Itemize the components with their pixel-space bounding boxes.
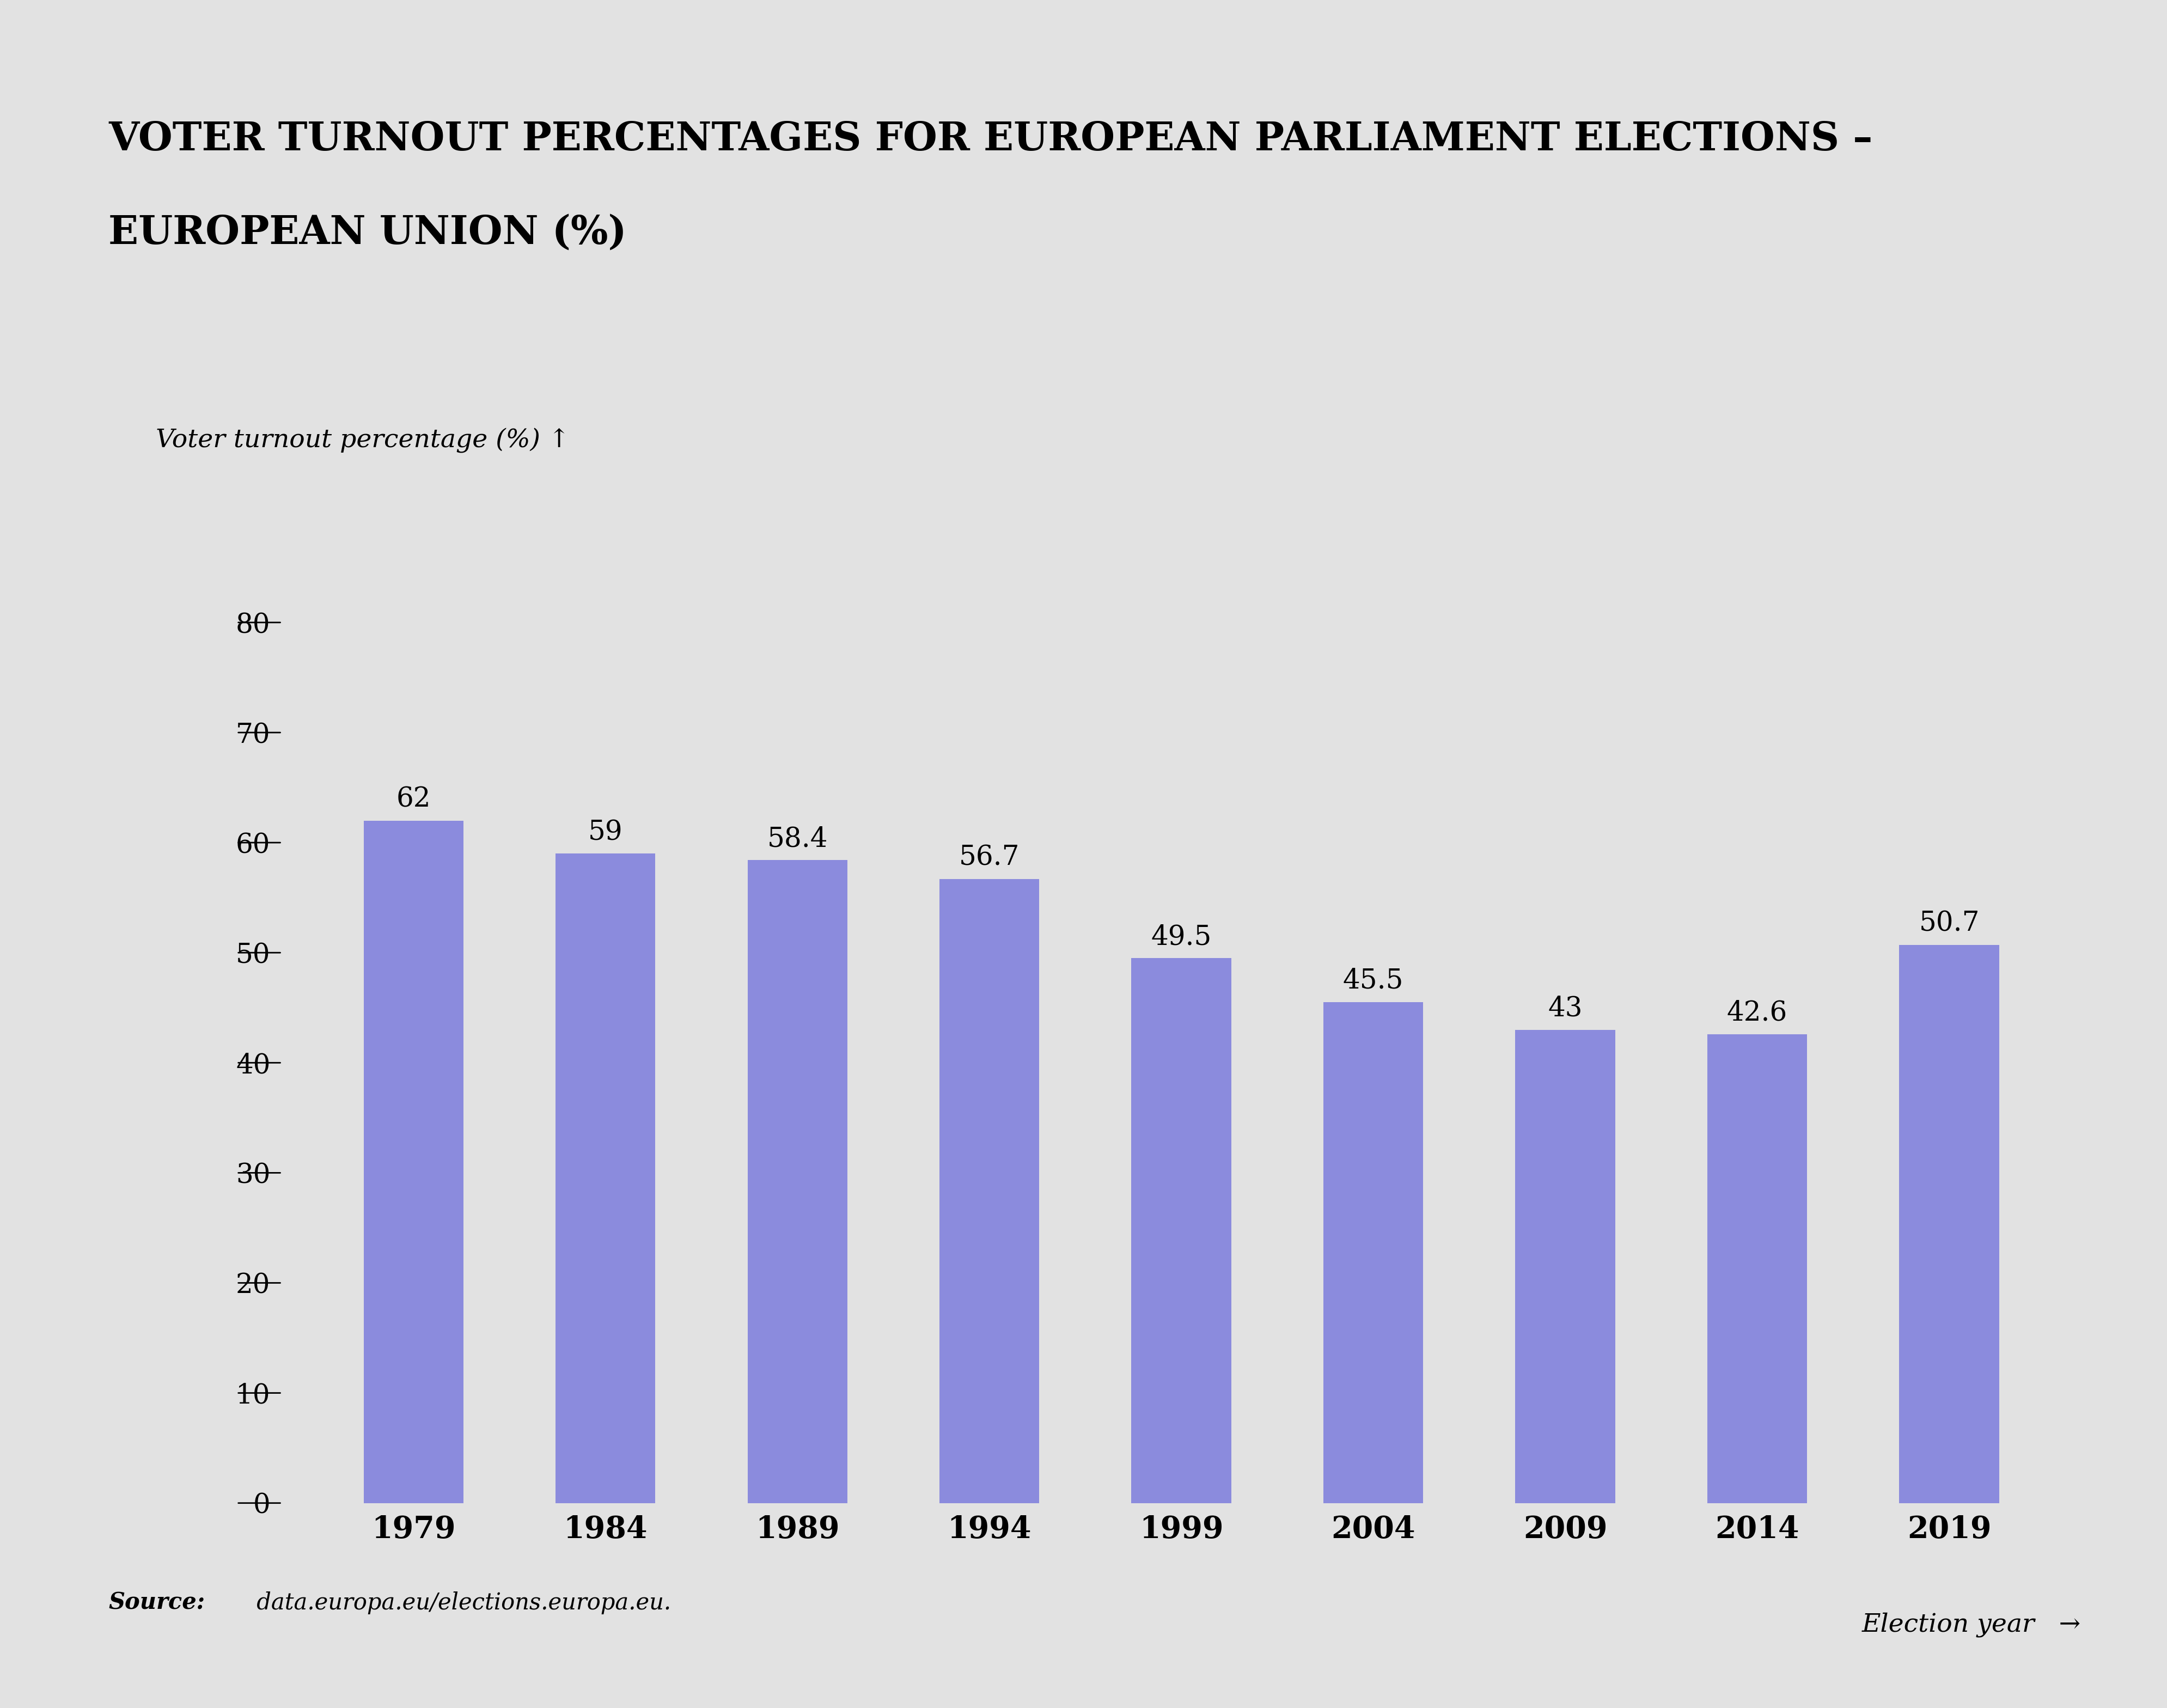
Text: 42.6: 42.6 (1727, 999, 1788, 1027)
Bar (1708, 1033, 1807, 1503)
Bar (1898, 945, 1998, 1503)
Text: 45.5: 45.5 (1344, 967, 1404, 994)
Text: VOTER TURNOUT PERCENTAGES FOR EUROPEAN PARLIAMENT ELECTIONS –: VOTER TURNOUT PERCENTAGES FOR EUROPEAN P… (108, 120, 1872, 159)
Bar (364, 820, 464, 1503)
Bar (555, 854, 654, 1503)
Bar (748, 861, 847, 1503)
Bar (1324, 1003, 1424, 1503)
Text: 56.7: 56.7 (958, 844, 1018, 871)
Bar (938, 880, 1038, 1503)
Bar (1131, 958, 1231, 1503)
Bar (1515, 1030, 1614, 1503)
Text: 50.7: 50.7 (1918, 910, 1978, 938)
Text: EUROPEAN UNION (%): EUROPEAN UNION (%) (108, 213, 626, 253)
Text: Election year   →: Election year → (1861, 1612, 2080, 1636)
Text: Source:: Source: (108, 1592, 206, 1614)
Text: Voter turnout percentage (%) ↑: Voter turnout percentage (%) ↑ (156, 427, 570, 453)
Text: 58.4: 58.4 (767, 825, 828, 852)
Text: 59: 59 (587, 818, 622, 845)
Text: data.europa.eu/elections.europa.eu.: data.europa.eu/elections.europa.eu. (249, 1592, 672, 1614)
Text: 43: 43 (1547, 996, 1582, 1021)
Text: 62: 62 (397, 786, 431, 813)
Text: 49.5: 49.5 (1151, 924, 1211, 950)
